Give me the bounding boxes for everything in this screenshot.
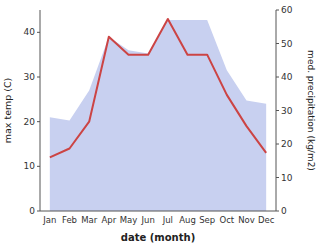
y-tick <box>37 77 40 78</box>
y-tick-label: 20 <box>24 117 36 127</box>
y-tick <box>37 166 40 167</box>
plot-area <box>50 19 266 211</box>
y2-tick-label: 20 <box>281 139 293 149</box>
y2-tick-label: 10 <box>281 173 293 183</box>
x-tick-label: Oct <box>219 215 234 225</box>
x-tick-label: Feb <box>62 215 77 225</box>
x-tick-label: Aug <box>179 215 196 225</box>
y-tick-label: 10 <box>24 161 36 171</box>
x-axis-line <box>40 211 276 212</box>
y2-tick <box>276 144 279 145</box>
y-tick <box>37 211 40 212</box>
y-tick <box>37 32 40 33</box>
y2-tick <box>276 177 279 178</box>
x-tick-label: Jan <box>42 215 56 225</box>
x-tick-label: May <box>120 215 138 225</box>
precip-area <box>50 20 266 211</box>
temp-line <box>50 19 266 157</box>
y-tick-label: 30 <box>24 72 36 82</box>
y2-tick <box>276 211 279 212</box>
y2-tick-label: 40 <box>281 72 293 82</box>
y-tick-label: 40 <box>24 27 36 37</box>
x-tick-label: Jul <box>162 215 173 225</box>
y-axis-line <box>40 10 41 211</box>
y-tick-label: 0 <box>29 206 35 216</box>
y2-tick-label: 0 <box>281 206 287 216</box>
x-tick-label: Sep <box>199 215 215 225</box>
x-tick-label: Nov <box>238 215 255 225</box>
y-tick <box>37 121 40 122</box>
chart: 0 10 20 30 40 0 10 20 30 40 50 60 Jan Feb MarApr MayJun… <box>0 0 318 247</box>
x-tick-label: Apr <box>101 215 116 225</box>
x-tick-label: Mar <box>81 215 98 225</box>
x-axis-title: date (month) <box>121 232 195 243</box>
y-axis-title: max temp (C) <box>2 78 13 144</box>
x-tick-label: Jun <box>141 215 155 225</box>
y2-tick-label: 60 <box>281 5 293 15</box>
y2-tick <box>276 77 279 78</box>
y2-tick-label: 30 <box>281 106 293 116</box>
y2-axis-title: med. precipitation (kg/m2) <box>306 50 316 171</box>
x-tick-label: Dec <box>258 215 275 225</box>
y2-tick-label: 50 <box>281 39 293 49</box>
y2-tick <box>276 10 279 11</box>
y2-tick <box>276 43 279 44</box>
y2-tick <box>276 110 279 111</box>
